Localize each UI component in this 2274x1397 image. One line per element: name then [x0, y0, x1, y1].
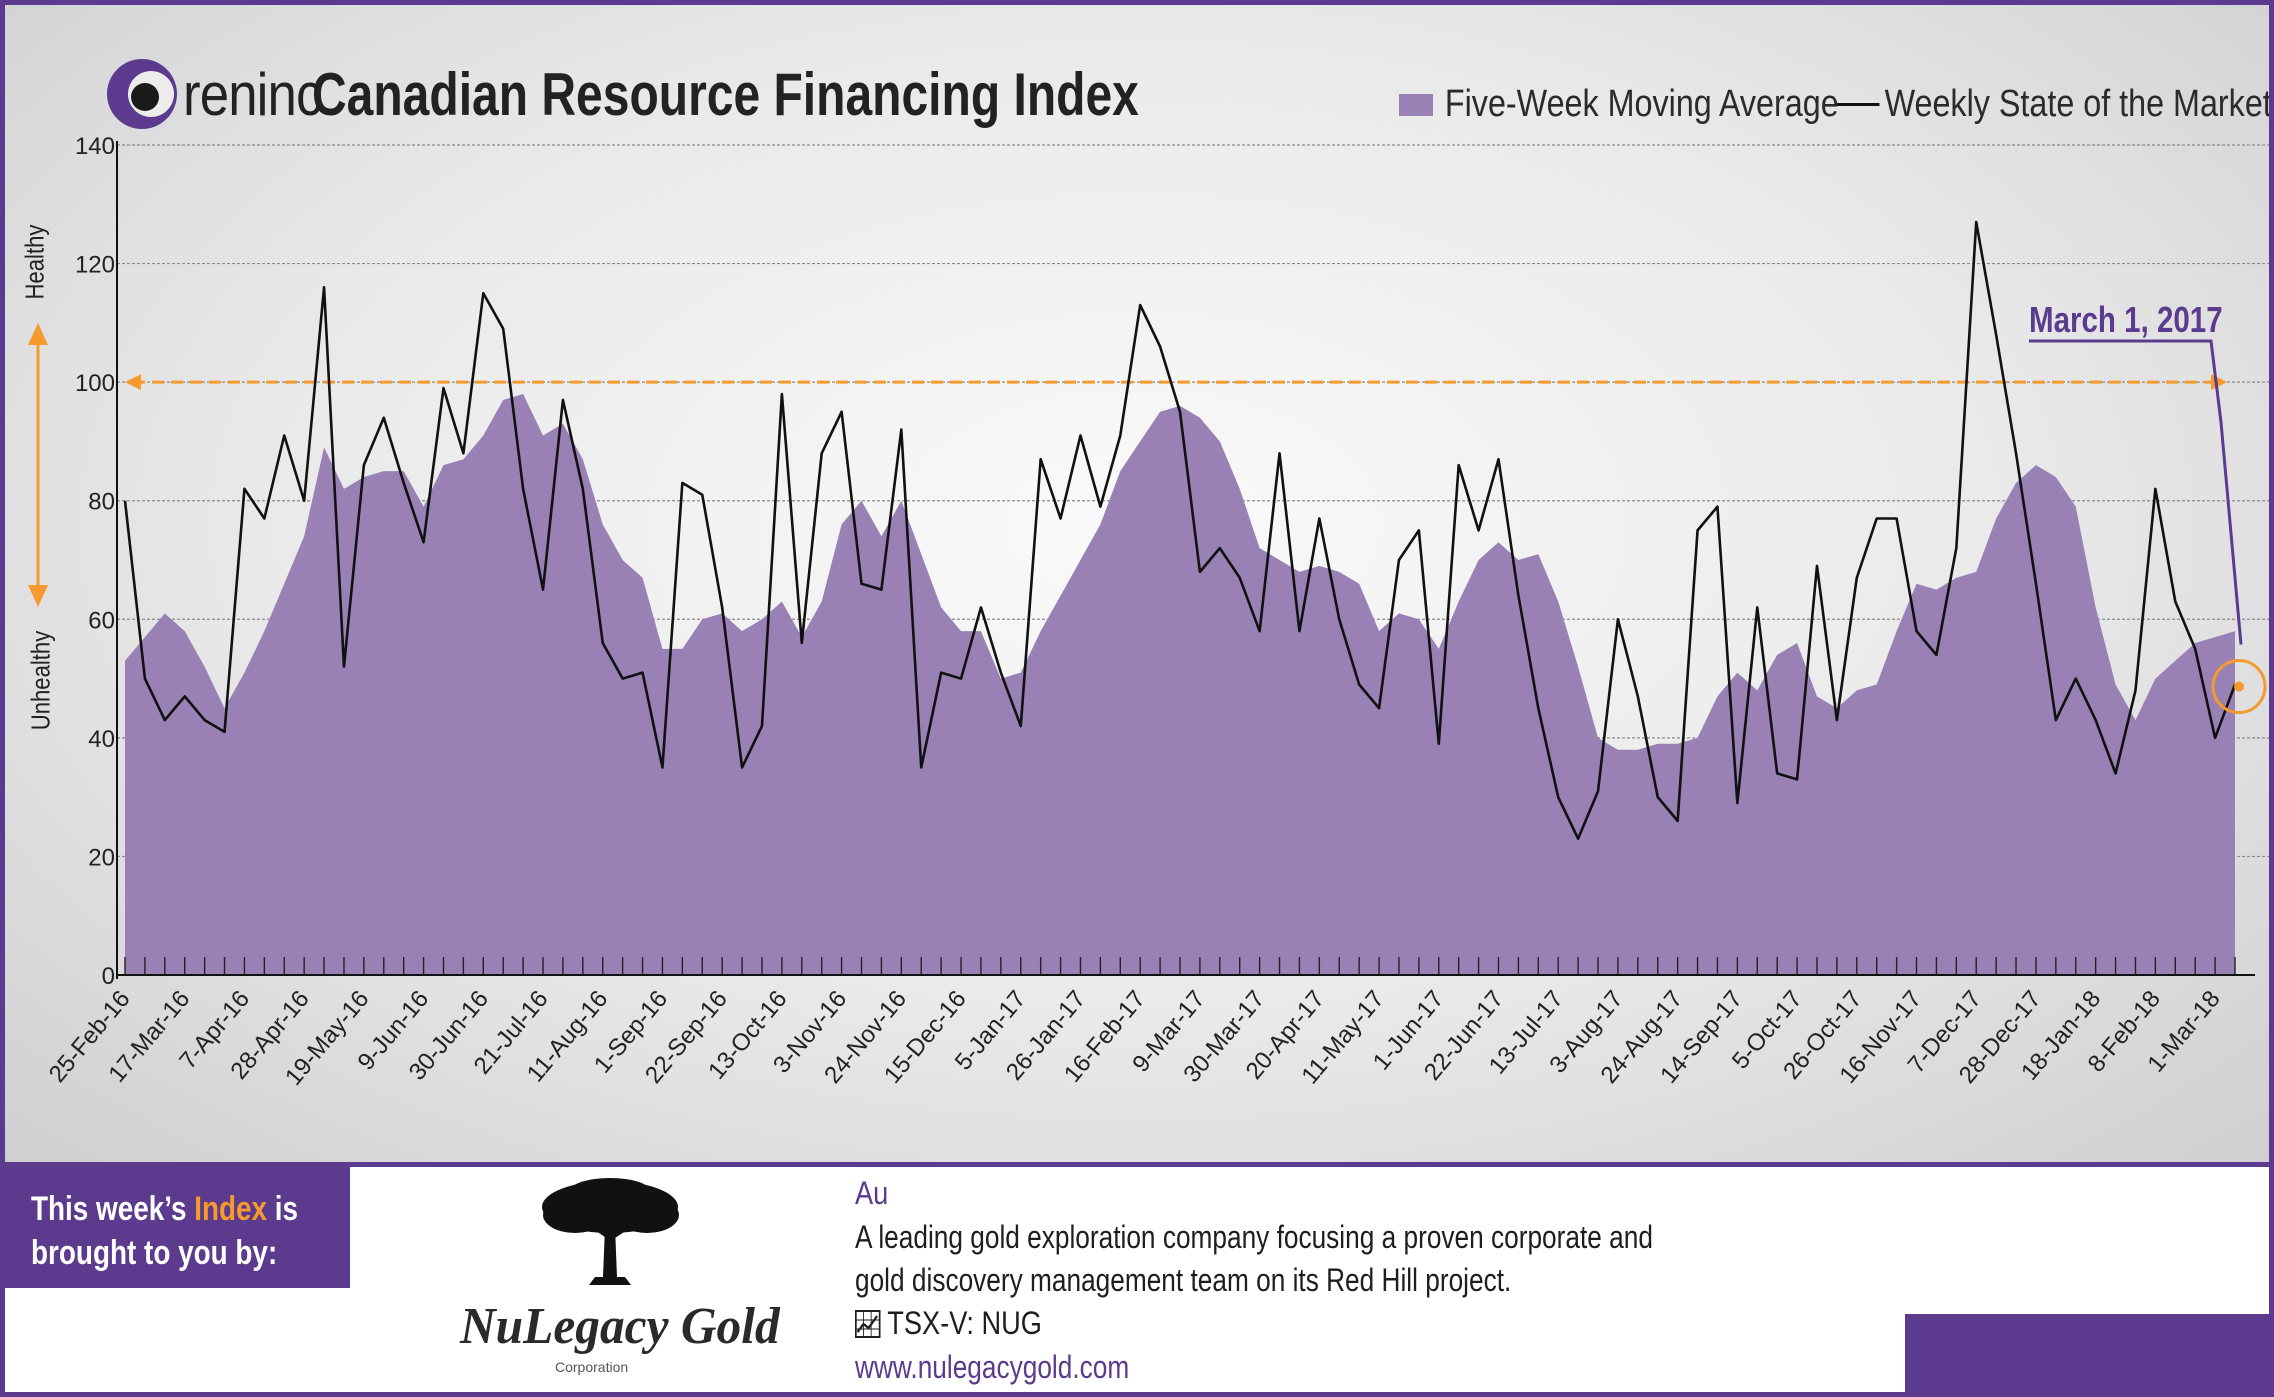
health-arrow-down-icon: [28, 585, 48, 607]
series-moving-average-area: [125, 394, 2235, 975]
y-tick-label: 0: [102, 963, 115, 990]
health-arrow-up-icon: [28, 323, 48, 345]
stock-chart-icon: [855, 1309, 881, 1338]
legend-weekly: Weekly State of the Market: [1837, 83, 2272, 126]
oreninc-logo-icon: [107, 59, 177, 129]
brand-name: reninc: [183, 60, 322, 128]
healthy-label: Healthy: [19, 224, 50, 300]
sponsor-text: This week’s Index is brought to you by:: [31, 1187, 343, 1275]
chart-title: reninc Canadian Resource Financing Index: [105, 49, 1346, 139]
corner-accent: [1905, 1314, 2269, 1392]
y-tick-label: 20: [88, 844, 115, 871]
chart-panel: 0 20 40 60 80 100 120 140 25-Feb-16 17-Mar-16 7-A…: [5, 5, 2269, 1162]
page-title: Canadian Resource Financing Index: [312, 60, 1140, 128]
line-swatch-icon: [1837, 103, 1880, 106]
current-value-dot: [2234, 681, 2244, 692]
company-symbol: Au: [855, 1175, 889, 1211]
legend-ma-label: Five-Week Moving Average: [1444, 83, 1839, 125]
y-tick-label: 100: [75, 370, 115, 397]
threshold-left-arrow: [125, 374, 141, 391]
company-subtitle: Corporation: [555, 1359, 629, 1375]
y-tick-label: 60: [88, 607, 115, 634]
y-tick-label: 80: [88, 489, 115, 516]
company-website-link[interactable]: www.nulegacygold.com: [855, 1349, 1130, 1385]
sponsor-suffix: is brought to you by:: [31, 1190, 299, 1272]
tree-logo-icon: [542, 1178, 679, 1285]
area-swatch-icon: [1399, 93, 1433, 116]
company-name: NuLegacy Gold: [460, 1298, 780, 1355]
legend-moving-average: Five-Week Moving Average: [1399, 83, 1839, 126]
company-description-line1: A leading gold exploration company focus…: [855, 1219, 1653, 1255]
threshold-right-arrow: [2211, 374, 2227, 391]
y-tick-label: 120: [75, 252, 115, 279]
ticker-symbol: TSX-V: NUG: [887, 1305, 1042, 1341]
current-value-ring: [2211, 659, 2267, 714]
unhealthy-label: Unhealthy: [25, 630, 56, 731]
company-description-line2: gold discovery management team on its Re…: [855, 1262, 1512, 1298]
sponsor-footer: This week’s Index is brought to you by: …: [5, 1162, 2269, 1392]
sponsor-banner: This week’s Index is brought to you by:: [5, 1167, 350, 1288]
series-weekly-line: [123, 220, 2237, 840]
sponsor-prefix: This week’s: [31, 1190, 195, 1228]
sponsor-highlight: Index: [194, 1190, 268, 1228]
annotation-connector: [2029, 339, 2243, 645]
y-tick-label: 140: [75, 133, 115, 160]
legend-weekly-label: Weekly State of the Market: [1884, 83, 2272, 125]
ticker: TSX-V: NUG: [855, 1305, 1042, 1342]
date-annotation: March 1, 2017: [2029, 299, 2223, 340]
y-tick-label: 40: [88, 726, 115, 753]
